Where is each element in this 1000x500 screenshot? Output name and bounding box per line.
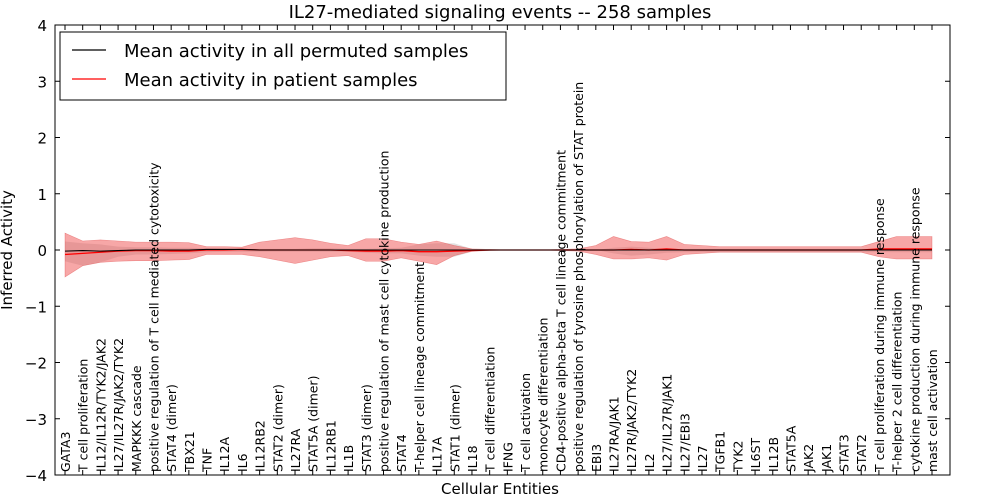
x-tick-labels: GATA3 T cell proliferation IL12/IL12R/TYK2… xyxy=(58,25,940,475)
x-tick-label: T cell proliferation xyxy=(76,359,91,473)
x-tick-label: IL17A xyxy=(430,436,445,472)
x-tick-label: positive regulation of tyrosine phosphor… xyxy=(571,82,586,472)
x-tick-label: STAT2 (dimer) xyxy=(270,384,285,472)
y-tick-label: 2 xyxy=(37,130,47,148)
y-tick-label: 1 xyxy=(37,186,47,204)
x-tick-label: IL12/IL12R/TYK2/JAK2 xyxy=(93,338,108,472)
x-tick-label: IL27RA xyxy=(288,428,303,472)
x-tick-label: EBI3 xyxy=(589,444,604,472)
x-tick-label: IFNG xyxy=(500,442,515,472)
x-tick-label: IL18 xyxy=(465,445,480,472)
x-tick-label: T cell differentiation xyxy=(483,347,498,473)
x-tick-label: IL27/IL27R/JAK2/TYK2 xyxy=(111,338,126,472)
chart-title: IL27-mediated signaling events -- 258 sa… xyxy=(289,2,712,23)
x-tick-label: IL12B xyxy=(766,437,781,472)
x-tick-label: STAT4 xyxy=(394,434,409,472)
x-tick-label: STAT3 xyxy=(837,434,852,472)
x-tick-label: monocyte differentiation xyxy=(536,318,551,472)
x-tick-label: JAK2 xyxy=(801,444,816,473)
x-tick-label: JAK1 xyxy=(819,444,834,473)
x-tick-label: IL12RB1 xyxy=(323,420,338,472)
confidence-bands xyxy=(64,232,933,278)
y-tick-label: 4 xyxy=(37,17,47,35)
y-tick-label: −4 xyxy=(25,467,47,485)
y-tick-label: −2 xyxy=(25,355,47,373)
x-tick-label: mast cell activation xyxy=(925,349,940,472)
x-tick-label: T cell activation xyxy=(518,373,533,473)
series-line-permuted xyxy=(64,248,932,252)
band-patient xyxy=(64,232,933,278)
legend-label-permuted: Mean activity in all permuted samples xyxy=(124,41,468,62)
x-tick-label: IL12RB2 xyxy=(253,420,268,472)
x-tick-label: STAT2 xyxy=(854,434,869,472)
y-tick-label: 3 xyxy=(37,73,47,91)
x-tick-label: positive regulation of mast cell cytokin… xyxy=(376,151,391,472)
x-tick-label: GATA3 xyxy=(58,432,73,472)
x-tick-label: STAT1 (dimer) xyxy=(447,384,462,472)
x-tick-label: MAPKKK cascade xyxy=(129,365,144,472)
x-tick-label: TGFB1 xyxy=(713,431,728,473)
x-tick-label: IL6 xyxy=(235,453,250,472)
x-tick-label: STAT5A (dimer) xyxy=(306,376,321,472)
x-tick-label: cytokine production during immune respon… xyxy=(907,187,922,472)
y-axis-ticks: 4 3 2 1 0 −1 −2 −3 −4 xyxy=(25,17,950,485)
legend-label-patient: Mean activity in patient samples xyxy=(124,70,418,91)
y-axis-label: Inferred Activity xyxy=(0,190,16,310)
x-tick-label: T cell proliferation during immune respo… xyxy=(872,198,887,473)
x-tick-label: T-helper 2 cell differentiation xyxy=(890,292,905,473)
x-tick-label: IL27/EBI3 xyxy=(677,413,692,472)
x-tick-label: TNF xyxy=(200,448,215,473)
x-tick-label: positive regulation of T cell mediated c… xyxy=(146,162,161,472)
y-tick-label: −3 xyxy=(25,411,47,429)
x-tick-label: STAT5A xyxy=(783,425,798,472)
legend-box xyxy=(59,31,507,101)
x-axis-label: Cellular Entities xyxy=(441,480,559,498)
x-tick-label: IL1B xyxy=(341,445,356,472)
x-tick-label: CD4-positive alpha-beta T cell lineage c… xyxy=(553,150,568,472)
x-tick-label: IL27RA/JAK1 xyxy=(607,396,622,472)
x-tick-label: IL12A xyxy=(217,436,232,472)
x-tick-label: T-helper cell lineage commitment xyxy=(412,262,427,473)
y-tick-label: 0 xyxy=(37,242,47,260)
x-tick-label: IL27/IL27R/JAK1 xyxy=(660,374,675,472)
plot-frame xyxy=(54,24,951,476)
legend: Mean activity in all permuted samples Me… xyxy=(59,31,507,101)
x-tick-label: STAT4 (dimer) xyxy=(164,384,179,472)
x-tick-label: IL27 xyxy=(695,445,710,472)
x-tick-label: IL6ST xyxy=(748,437,763,472)
x-tick-label: IL27R/JAK2/TYK2 xyxy=(624,369,639,472)
x-tick-label: TYK2 xyxy=(730,441,745,473)
series-lines xyxy=(64,248,932,256)
x-tick-label: IL2 xyxy=(642,453,657,472)
y-tick-label: −1 xyxy=(25,298,47,316)
x-tick-label: TBX21 xyxy=(182,431,197,473)
x-tick-label: STAT3 (dimer) xyxy=(359,384,374,472)
